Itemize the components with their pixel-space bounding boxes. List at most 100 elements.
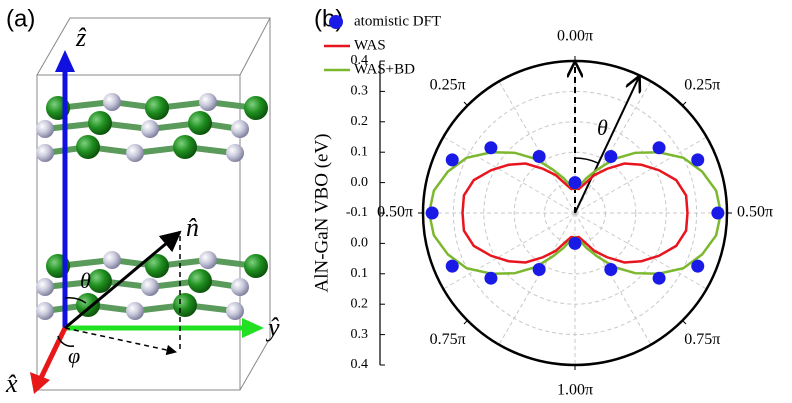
data-point — [532, 150, 546, 164]
n-atom — [103, 93, 121, 111]
ga-atom — [76, 293, 100, 317]
n-atom — [36, 302, 54, 320]
theta-tick — [463, 320, 468, 325]
radial-axis-label: AlN-GaN VBO (eV) — [311, 133, 332, 292]
grid-circle — [513, 151, 637, 275]
x-label: x̂ — [5, 369, 18, 398]
ga-atom — [188, 111, 212, 135]
data-point — [691, 259, 705, 273]
radial-tick-label: 0.2 — [351, 114, 369, 129]
ga-atom — [244, 254, 268, 278]
z-label: ẑ — [75, 23, 87, 52]
y-arrowhead — [242, 318, 264, 338]
theta-tick-label: 0.25π — [684, 76, 720, 93]
radial-spoke — [443, 212, 576, 290]
radial-spoke — [443, 136, 576, 214]
radial-tick-label: 0.4 — [351, 53, 369, 68]
n-atom — [36, 120, 54, 138]
n-atom — [231, 120, 249, 138]
z-arrowhead — [55, 50, 75, 72]
n-atom — [199, 251, 217, 269]
n-atom — [126, 144, 144, 162]
theta-tick-label: 0.00π — [557, 28, 593, 45]
atom-layers — [36, 93, 268, 320]
ga-atom — [173, 293, 197, 317]
ga-atom — [145, 254, 169, 278]
radial-tick-label: 0.3 — [351, 84, 369, 99]
n-atom — [126, 302, 144, 320]
n-atom — [226, 144, 244, 162]
panel-a: (a) ẑ ŷ x̂ n̂ θ φ — [5, 5, 280, 398]
data-point — [484, 141, 498, 155]
theta-tick-label: 0.75π — [684, 331, 720, 348]
n-atom — [199, 93, 217, 111]
ga-atom — [173, 135, 197, 159]
projection-vector — [64, 327, 178, 356]
theta-label: θ — [80, 268, 91, 293]
data-point — [691, 153, 705, 167]
radial-tick-label: 0.1 — [351, 266, 369, 281]
radial-tick-label: 0.0 — [351, 175, 369, 190]
radial-tick-label: 0.3 — [351, 327, 369, 342]
panel-label: (a) — [6, 5, 35, 32]
n-atom — [231, 278, 249, 296]
n-atom — [36, 144, 54, 162]
x-arrowhead — [30, 372, 50, 394]
radial-spoke — [498, 212, 576, 345]
data-point — [711, 206, 725, 220]
normal-vector — [64, 230, 182, 330]
data-point — [445, 153, 459, 167]
theta-tick — [463, 101, 468, 106]
phi-label: φ — [68, 343, 80, 368]
panel-b: (b) AlN-GaN VBO (eV) θ -0.10.00.00.10.10… — [311, 5, 773, 398]
data-point — [568, 236, 582, 250]
radial-tick-label: 0.0 — [351, 236, 369, 251]
theta-arc — [64, 296, 87, 304]
data-point — [425, 206, 439, 220]
data-point — [652, 271, 666, 285]
data-point — [484, 271, 498, 285]
radial-spoke — [574, 212, 652, 345]
radial-spoke — [498, 81, 576, 214]
n-atom — [36, 278, 54, 296]
n-atom — [226, 302, 244, 320]
ga-atom — [244, 96, 268, 120]
legend-label: atomistic DFT — [354, 13, 441, 29]
n-atom — [103, 251, 121, 269]
theta-tick-label: 0.50π — [737, 204, 773, 221]
direction-arrow — [574, 77, 639, 214]
data-point — [652, 141, 666, 155]
theta-tick — [682, 101, 687, 106]
theta-arc — [574, 157, 599, 164]
theta-tick-label: 1.00π — [557, 382, 593, 399]
theta-tick-label: 0.25π — [430, 76, 466, 93]
radial-tick-label: -0.1 — [346, 205, 368, 220]
phi-arc — [57, 335, 75, 347]
data-point — [532, 262, 546, 276]
n-label: n̂ — [186, 213, 199, 242]
radial-tick-label: 0.2 — [351, 296, 369, 311]
y-label: ŷ — [265, 313, 280, 342]
radial-spoke — [574, 136, 707, 214]
data-point — [604, 150, 618, 164]
data-point — [604, 262, 618, 276]
data-point — [445, 259, 459, 273]
ga-atom — [188, 269, 212, 293]
x-axis — [37, 326, 68, 382]
ga-atom — [88, 269, 112, 293]
legend-marker — [329, 15, 343, 29]
n-atom — [141, 120, 159, 138]
cell-box — [36, 17, 271, 391]
theta-tick-label: 0.50π — [377, 204, 413, 221]
n-atom — [141, 278, 159, 296]
grid-circle — [452, 90, 698, 336]
radial-spoke — [574, 212, 707, 290]
radial-tick-label: 0.1 — [351, 144, 369, 159]
ga-atom — [88, 111, 112, 135]
legend-label: WAS — [354, 37, 386, 53]
theta-annotation: θ — [597, 115, 608, 140]
radial-tick-label: 0.4 — [351, 357, 369, 372]
legend-label: WAS+BD — [354, 61, 415, 77]
theta-tick-label: 0.75π — [430, 331, 466, 348]
